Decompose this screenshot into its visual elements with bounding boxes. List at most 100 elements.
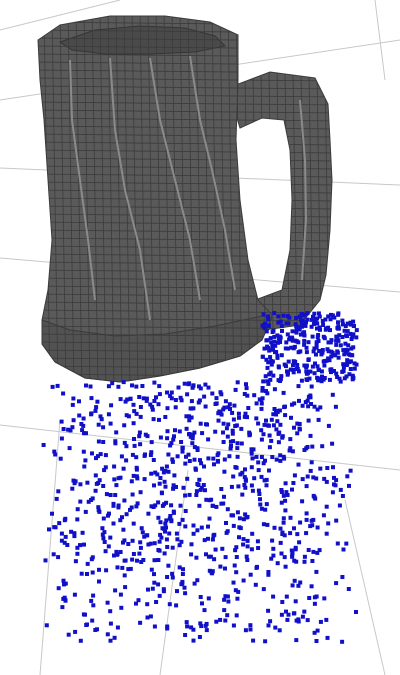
voxel-mug[interactable] <box>30 10 340 393</box>
cloud-point <box>325 466 330 470</box>
cloud-point <box>56 555 61 560</box>
cloud-point <box>292 526 296 531</box>
cloud-point <box>302 559 307 564</box>
cloud-point <box>259 474 264 479</box>
cloud-point <box>351 345 356 350</box>
cloud-point <box>134 504 139 509</box>
cloud-point <box>320 374 324 379</box>
cloud-point <box>116 476 121 481</box>
cloud-point <box>149 567 154 572</box>
cloud-point <box>315 550 320 555</box>
cloud-point <box>304 511 309 516</box>
voxel-edge <box>171 16 179 382</box>
cloud-point <box>151 458 156 462</box>
cloud-point <box>340 575 345 579</box>
cloud-point <box>269 359 274 363</box>
cloud-point <box>226 422 231 427</box>
cloud-point <box>61 391 66 396</box>
cloud-point <box>288 437 293 442</box>
cloud-point <box>231 417 236 422</box>
cloud-point <box>352 361 357 366</box>
cloud-point <box>344 333 349 338</box>
cloud-point <box>270 330 275 334</box>
cloud-point <box>85 561 90 566</box>
cloud-point <box>243 467 247 472</box>
cloud-point <box>302 363 307 368</box>
cloud-point <box>290 329 295 334</box>
cloud-point <box>226 599 231 604</box>
cloud-point <box>148 614 153 619</box>
cloud-point <box>159 535 164 540</box>
voxel-edge <box>38 101 332 106</box>
highlight-stripe <box>109 57 151 321</box>
cloud-point <box>259 437 264 442</box>
cloud-point <box>114 430 119 435</box>
cloud-point <box>138 540 143 545</box>
cloud-point <box>272 334 277 339</box>
cloud-point <box>183 461 188 466</box>
point-cloud[interactable] <box>41 311 359 644</box>
cloud-point <box>158 520 163 525</box>
cloud-point <box>281 520 286 525</box>
cloud-point <box>138 490 143 495</box>
cloud-point <box>169 503 174 508</box>
cloud-point <box>348 468 353 473</box>
cloud-point <box>276 378 281 383</box>
cloud-point <box>210 571 215 576</box>
cloud-point <box>338 487 343 492</box>
cloud-point <box>115 565 120 570</box>
cloud-point <box>305 317 310 322</box>
cloud-point <box>236 411 241 416</box>
cloud-point <box>118 550 123 554</box>
cloud-point <box>197 503 202 508</box>
cloud-point <box>324 531 329 536</box>
cloud-point <box>278 526 283 531</box>
cloud-point <box>296 325 301 330</box>
cloud-point <box>315 326 319 331</box>
cloud-point <box>294 330 299 335</box>
cloud-point <box>324 479 329 484</box>
cloud-point <box>308 393 313 398</box>
cloud-point <box>206 536 210 541</box>
cloud-point <box>244 382 248 387</box>
cloud-point <box>302 609 307 614</box>
cloud-point <box>154 395 158 400</box>
cloud-point <box>289 548 294 553</box>
cloud-point <box>164 537 169 542</box>
cloud-point <box>296 384 301 389</box>
cloud-point <box>71 478 76 483</box>
cloud-point <box>320 350 325 355</box>
voxel-highlights <box>69 55 308 321</box>
cloud-point <box>177 521 182 526</box>
cloud-point <box>199 461 204 466</box>
cloud-point <box>274 350 279 354</box>
cloud-point <box>255 564 259 569</box>
voxel-edge <box>187 16 195 382</box>
cloud-point <box>345 348 350 353</box>
voxel-edge <box>38 309 332 314</box>
cloud-point <box>252 393 257 398</box>
cloud-point <box>249 483 254 488</box>
cloud-point <box>170 575 175 580</box>
cloud-point <box>199 485 204 490</box>
cloud-point <box>72 531 77 536</box>
cloud-point <box>199 525 204 530</box>
cloud-point <box>150 404 155 409</box>
cloud-point <box>293 599 298 604</box>
cloud-point <box>222 469 227 474</box>
cloud-point <box>75 507 80 512</box>
cloud-point <box>275 561 280 566</box>
cloud-point <box>68 428 73 433</box>
cloud-point <box>312 346 317 351</box>
cloud-point <box>224 521 228 525</box>
cloud-point <box>179 539 184 544</box>
cloud-point <box>148 541 153 546</box>
cloud-point <box>212 462 216 467</box>
cloud-point <box>268 336 273 341</box>
cloud-point <box>284 321 289 326</box>
cloud-point <box>177 565 182 570</box>
cloud-point <box>151 505 156 509</box>
cloud-point <box>175 537 180 542</box>
cloud-point <box>290 487 294 492</box>
